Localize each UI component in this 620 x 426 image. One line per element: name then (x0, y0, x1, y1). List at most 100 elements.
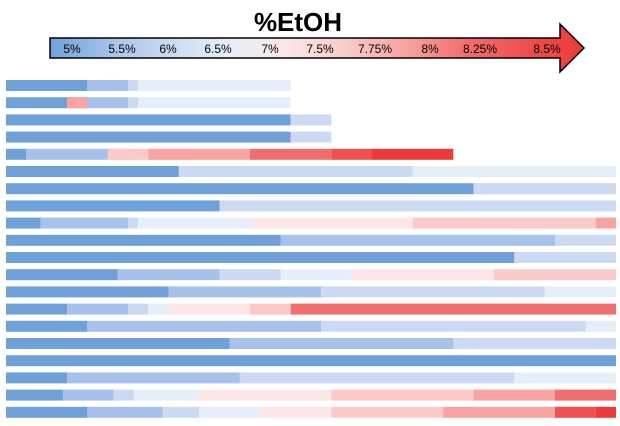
heatmap-cell (6, 200, 220, 212)
heatmap-cell (260, 406, 332, 418)
heatmap-cell (6, 234, 281, 246)
heatmap-rows (6, 80, 616, 418)
legend-tick-label: 8.5% (533, 42, 561, 56)
heatmap-cell (6, 131, 291, 143)
legend-tick-label: 8.25% (463, 42, 497, 56)
heatmap-row (6, 406, 616, 418)
heatmap-row (6, 320, 616, 332)
heatmap-cell (250, 303, 291, 315)
heatmap-cell (219, 200, 616, 212)
heatmap-row (6, 200, 616, 212)
heatmap-cell (148, 303, 169, 315)
color-legend: 5% 5.5% 6% 6.5% 7% 7.5% 7.75% 8% 8.25% 8.5% (49, 22, 586, 74)
legend-tick-label: 5.5% (108, 42, 136, 56)
heatmap-cell (331, 389, 474, 401)
heatmap-cell (6, 80, 88, 91)
heatmap-cell (280, 234, 555, 246)
heatmap-cell (87, 406, 163, 418)
heatmap-cell (87, 97, 128, 109)
heatmap-cell (6, 148, 27, 160)
heatmap-cell (290, 303, 616, 315)
heatmap-row (6, 131, 332, 143)
heatmap-cell (138, 97, 291, 109)
heatmap-cell (290, 131, 332, 143)
heatmap-cell (138, 80, 291, 91)
heatmap-cell (473, 183, 616, 195)
legend-tick-label: 6% (159, 42, 177, 56)
heatmap-row (6, 355, 616, 367)
heatmap-row (6, 372, 616, 384)
heatmap-cell (178, 166, 413, 177)
heatmap-row (6, 97, 291, 109)
heatmap-cell (162, 406, 200, 418)
heatmap-cell (453, 338, 616, 349)
heatmap-cell (555, 406, 596, 418)
heatmap-row (6, 338, 616, 349)
heatmap-cell (544, 286, 616, 298)
legend-tick-label: 5% (63, 42, 81, 56)
heatmap-row (6, 80, 291, 91)
heatmap-cell (6, 355, 616, 367)
heatmap-cell (6, 389, 63, 401)
heatmap-cell (412, 166, 616, 177)
heatmap-cell (128, 97, 139, 109)
heatmap-cell (494, 269, 616, 281)
heatmap-cell (6, 320, 88, 332)
heatmap-cell (412, 217, 596, 229)
heatmap-cell (250, 148, 332, 160)
heatmap-cell (321, 286, 545, 298)
heatmap-row (6, 286, 616, 298)
heatmap-cell (199, 406, 261, 418)
heatmap-cell (6, 338, 230, 349)
heatmap-cell (67, 372, 240, 384)
heatmap-cell (148, 148, 250, 160)
heatmap-cell (6, 166, 179, 177)
heatmap-cell (6, 372, 67, 384)
heatmap-cell (6, 406, 88, 418)
heatmap-cell (351, 269, 494, 281)
heatmap-cell (514, 252, 616, 263)
heatmap-cell (321, 320, 586, 332)
heatmap-cell (67, 303, 128, 315)
legend-tick-label: 6.5% (204, 42, 232, 56)
heatmap-cell (87, 80, 128, 91)
heatmap-cell (138, 217, 250, 229)
heatmap-row (6, 148, 454, 160)
heatmap-cell (40, 217, 128, 229)
heatmap-row (6, 183, 616, 195)
heatmap-cell (168, 303, 250, 315)
heatmap-cell (473, 389, 555, 401)
heatmap-cell (128, 217, 139, 229)
heatmap-row (6, 252, 616, 263)
heatmap-cell (290, 114, 332, 126)
heatmap-cell (585, 320, 616, 332)
heatmap-cell (514, 372, 616, 384)
heatmap-cell (26, 148, 128, 160)
heatmap-cell (107, 148, 149, 160)
heatmap-cell (6, 114, 291, 126)
heatmap-cell (128, 303, 149, 315)
heatmap-row (6, 389, 616, 401)
legend-tick-label: 8% (421, 42, 439, 56)
heatmap-cell (372, 148, 454, 160)
heatmap-cell (250, 217, 413, 229)
heatmap-cell (128, 80, 139, 91)
heatmap-row (6, 234, 616, 246)
heatmap-cell (6, 252, 515, 263)
heatmap-cell (87, 320, 322, 332)
heatmap-cell (6, 303, 67, 315)
heatmap-cell (443, 406, 555, 418)
heatmap-cell (595, 406, 616, 418)
heatmap-cell (595, 217, 616, 229)
heatmap-cell (239, 372, 515, 384)
heatmap-cell (117, 269, 220, 281)
legend-tick-label: 7% (261, 42, 279, 56)
heatmap-cell (6, 97, 88, 109)
heatmap-row (6, 269, 616, 281)
heatmap-cell (6, 286, 169, 298)
heatmap-cell (6, 183, 474, 195)
heatmap-cell (134, 389, 200, 401)
heatmap-cell (62, 389, 114, 401)
legend-arrow (49, 22, 586, 74)
